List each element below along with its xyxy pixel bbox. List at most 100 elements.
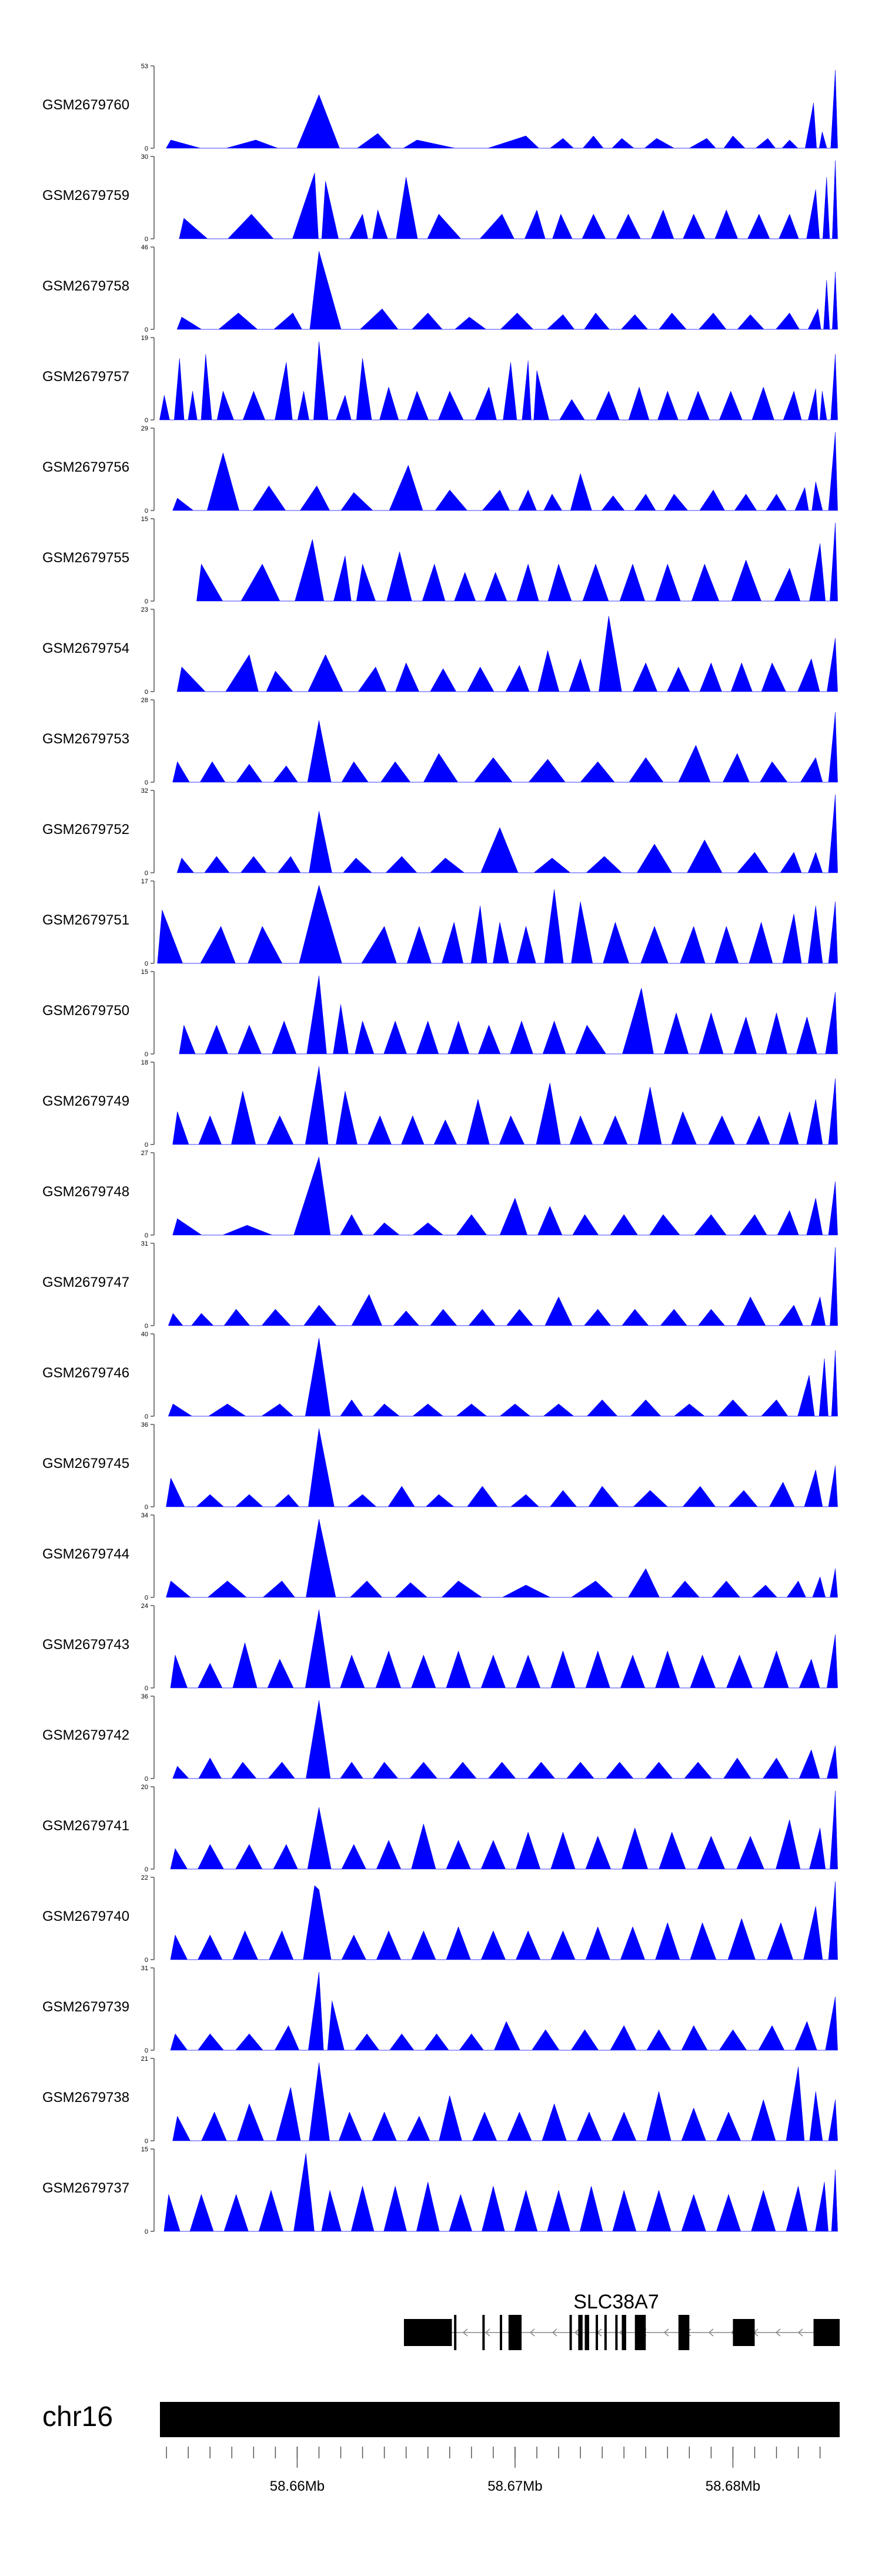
- y-axis-min-label: 0: [145, 1776, 148, 1783]
- track-label: GSM2679753: [42, 731, 129, 747]
- y-axis-min-label: 0: [145, 870, 148, 877]
- strand-arrow: [485, 2328, 490, 2337]
- coverage-area: [168, 1247, 838, 1326]
- y-axis-max-label: 15: [141, 516, 148, 523]
- track-label: GSM2679760: [42, 97, 129, 113]
- coverage-area: [170, 1881, 838, 1960]
- track: GSM2679738 21 0: [42, 2056, 838, 2145]
- track: GSM2679750 15 0: [42, 969, 838, 1058]
- coverage-area: [179, 160, 838, 239]
- y-axis-min-label: 0: [145, 1957, 148, 1964]
- y-axis-max-label: 18: [141, 1059, 148, 1066]
- track: GSM2679745 36 0: [42, 1422, 838, 1511]
- y-axis-min-label: 0: [145, 960, 148, 967]
- coverage-area: [176, 251, 838, 330]
- y-axis-max-label: 29: [141, 425, 148, 432]
- coverage-area: [170, 1609, 838, 1689]
- track: GSM2679754 23 0: [42, 606, 838, 696]
- y-axis-min-label: 0: [145, 2228, 148, 2235]
- y-axis-min-label: 0: [145, 779, 148, 786]
- y-axis-min-label: 0: [145, 1594, 148, 1601]
- y-axis-min-label: 0: [145, 1866, 148, 1873]
- y-axis-min-label: 0: [145, 236, 148, 243]
- y-axis-max-label: 53: [141, 63, 148, 70]
- chromosome-ideogram: chr16: [42, 2401, 840, 2437]
- y-axis-min-label: 0: [145, 1504, 148, 1511]
- gene-exon: [454, 2315, 457, 2350]
- coverage-area: [159, 341, 838, 421]
- track: GSM2679747 31 0: [42, 1240, 838, 1330]
- axis-tick-label: 58.67Mb: [487, 2478, 542, 2494]
- track-label: GSM2679756: [42, 459, 129, 475]
- track: GSM2679753 28 0: [42, 697, 838, 786]
- y-axis-max-label: 28: [141, 697, 148, 704]
- track: GSM2679760 53 0: [42, 63, 838, 152]
- coverage-area: [172, 1156, 838, 1236]
- gene-exon: [733, 2319, 755, 2346]
- gene-exon: [569, 2315, 572, 2350]
- gene-exon: [500, 2315, 502, 2350]
- track-label: GSM2679740: [42, 1908, 129, 1924]
- gene-exon: [622, 2315, 626, 2350]
- coverage-area: [172, 712, 838, 783]
- gene-model: SLC38A7: [403, 2291, 840, 2350]
- track-label: GSM2679737: [42, 2180, 129, 2196]
- coverage-area: [166, 1428, 838, 1507]
- track: GSM2679756 29 0: [42, 425, 838, 515]
- y-axis-min-label: 0: [145, 2047, 148, 2054]
- track: GSM2679748 27 0: [42, 1150, 838, 1239]
- gene-exon: [678, 2315, 690, 2350]
- chromosome-label: chr16: [42, 2401, 113, 2432]
- track-label: GSM2679758: [42, 278, 129, 294]
- y-axis-min-label: 0: [145, 1142, 148, 1149]
- y-axis-max-label: 30: [141, 154, 148, 161]
- y-axis-max-label: 19: [141, 335, 148, 342]
- track-label: GSM2679746: [42, 1365, 129, 1381]
- y-axis-max-label: 40: [141, 1331, 148, 1338]
- y-axis-max-label: 31: [141, 1965, 148, 1972]
- gene-exon: [813, 2319, 840, 2346]
- track-label: GSM2679747: [42, 1274, 129, 1290]
- gene-exon: [578, 2315, 583, 2350]
- track-label: GSM2679741: [42, 1818, 129, 1834]
- track-label: GSM2679742: [42, 1727, 129, 1743]
- y-axis-max-label: 21: [141, 2056, 148, 2063]
- track-label: GSM2679752: [42, 822, 129, 837]
- coverage-area: [172, 432, 838, 511]
- track-label: GSM2679754: [42, 640, 129, 656]
- y-axis-min-label: 0: [145, 1685, 148, 1692]
- track: GSM2679743 24 0: [42, 1603, 838, 1692]
- gene-exon: [596, 2315, 599, 2350]
- chromosome-band: [160, 2402, 840, 2437]
- coverage-area: [172, 2062, 838, 2141]
- track: GSM2679740 22 0: [42, 1874, 838, 1964]
- track-label: GSM2679744: [42, 1546, 129, 1562]
- strand-arrow: [529, 2328, 535, 2337]
- track: GSM2679737 15 0: [42, 2146, 838, 2235]
- coverage-area: [176, 616, 838, 692]
- y-axis-max-label: 31: [141, 1240, 148, 1247]
- y-axis-max-label: 20: [141, 1784, 148, 1791]
- coverage-area: [176, 794, 838, 873]
- strand-arrow: [775, 2328, 781, 2337]
- track-label: GSM2679748: [42, 1184, 129, 1200]
- coverage-area: [157, 885, 838, 964]
- y-axis-max-label: 32: [141, 788, 148, 795]
- track-label: GSM2679757: [42, 369, 129, 385]
- gene-label: SLC38A7: [573, 2291, 659, 2313]
- y-axis-min-label: 0: [145, 1323, 148, 1330]
- coverage-tracks: GSM2679760530GSM2679759300GSM2679758460G…: [42, 63, 838, 2235]
- y-axis-min-label: 0: [145, 417, 148, 424]
- gene-exon: [584, 2315, 589, 2350]
- track: GSM2679744 34 0: [42, 1512, 838, 1601]
- y-axis-max-label: 22: [141, 1874, 148, 1881]
- y-axis-min-label: 0: [145, 1051, 148, 1058]
- coverage-area: [163, 2153, 838, 2232]
- track-label: GSM2679759: [42, 188, 129, 203]
- coverage-area: [172, 1066, 838, 1145]
- position-axis: 58.66Mb 58.67Mb 58.68Mb: [160, 2447, 840, 2494]
- gene-exon: [508, 2315, 522, 2350]
- axis-tick-label: 58.66Mb: [270, 2478, 325, 2494]
- track: GSM2679755 15 0: [42, 516, 838, 605]
